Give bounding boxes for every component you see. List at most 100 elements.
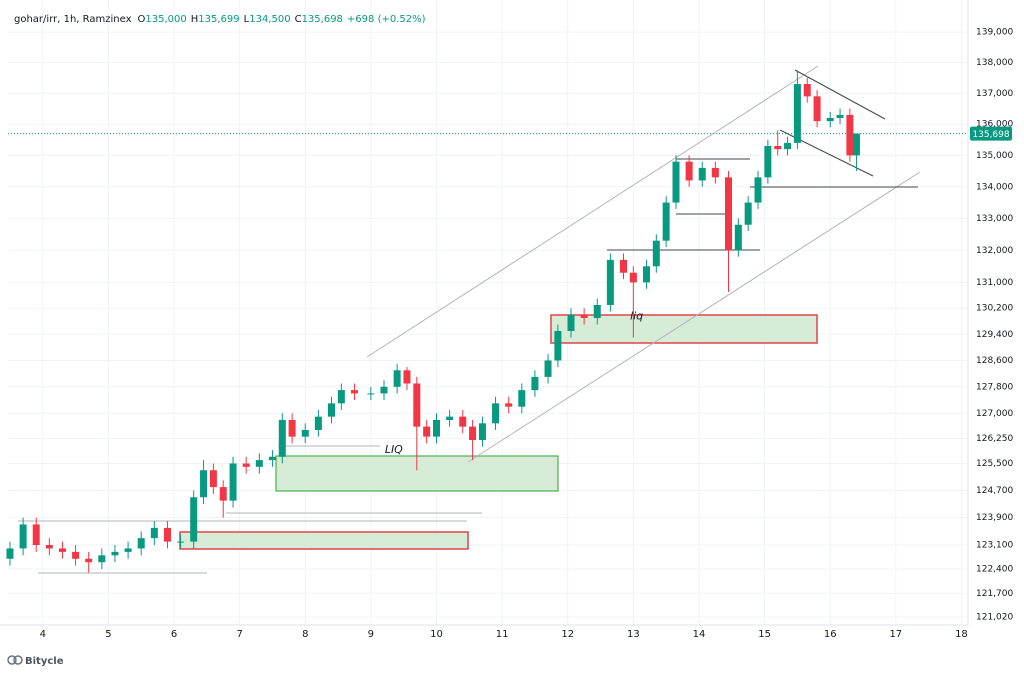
- candle-body: [301, 429, 309, 437]
- candle-body: [19, 524, 27, 549]
- candle-body: [403, 370, 411, 384]
- candle-body: [229, 463, 237, 501]
- candle-body: [774, 145, 782, 150]
- candle-body: [554, 331, 562, 361]
- candle-body: [288, 419, 296, 437]
- candle-body: [268, 456, 276, 461]
- candle-body: [163, 527, 171, 542]
- y-tick-label: 132,000: [976, 246, 1013, 256]
- symbol: gohar/irr, 1h, Ramzinex: [14, 14, 132, 25]
- ohlc-key: H: [191, 14, 199, 25]
- x-tick-label: 10: [430, 629, 443, 640]
- candle-body: [58, 548, 66, 552]
- candle-body: [544, 360, 552, 377]
- y-tick-label: 127,000: [976, 409, 1013, 419]
- candle-body: [846, 114, 854, 156]
- candle-body: [111, 551, 119, 556]
- y-tick-label: 137,000: [976, 89, 1013, 99]
- ohlc-value: 135,698: [302, 14, 343, 25]
- x-tick-label: 4: [40, 629, 46, 640]
- candle-body: [367, 393, 375, 395]
- candle-body: [492, 403, 500, 424]
- candle-body: [836, 114, 844, 119]
- candle-body: [698, 167, 706, 181]
- x-tick-label: 9: [368, 629, 374, 640]
- candle-body: [380, 386, 388, 394]
- last-price-label: 135,698: [972, 130, 1009, 140]
- brand-logo: Bitycle: [7, 655, 64, 667]
- candle-body: [327, 403, 335, 417]
- x-tick-label: 12: [561, 629, 574, 640]
- candle-body: [137, 538, 145, 549]
- candle-body: [652, 240, 660, 267]
- ohlc-value: 134,500: [249, 14, 290, 25]
- candle-body: [478, 423, 486, 440]
- y-tick-label: 136,000: [976, 120, 1013, 130]
- candle-body: [505, 403, 513, 407]
- y-tick-label: 124,700: [976, 486, 1013, 496]
- y-tick-label: 127,800: [976, 382, 1013, 392]
- candle-body: [803, 84, 811, 97]
- candle-body: [567, 314, 575, 332]
- candle-body: [278, 419, 286, 457]
- ohlc-value: 135,699: [198, 14, 239, 25]
- x-tick-label: 8: [302, 629, 308, 640]
- candle-body: [423, 426, 431, 437]
- x-tick-label: 17: [889, 629, 902, 640]
- candle-body: [672, 161, 680, 203]
- candle-body: [754, 177, 762, 203]
- y-tick-label: 123,900: [976, 513, 1013, 523]
- y-tick-label: 128,600: [976, 356, 1013, 366]
- change: +698 (+0.52%): [347, 14, 426, 25]
- trend-line: [467, 171, 921, 463]
- candle-body: [744, 202, 752, 225]
- candle-body: [620, 259, 628, 273]
- candle-body: [413, 383, 421, 427]
- y-tick-label: 122,400: [976, 565, 1013, 575]
- candle-body: [150, 527, 158, 539]
- logo-ring: [13, 655, 23, 665]
- ohlc-key: O: [138, 14, 146, 25]
- y-tick-label: 135,000: [976, 151, 1013, 161]
- candle-body: [793, 84, 801, 143]
- candle-body: [606, 259, 614, 305]
- x-tick-label: 18: [955, 629, 968, 640]
- y-tick-label: 121,700: [976, 589, 1013, 599]
- candle-body: [852, 133, 860, 156]
- ohlc-key: L: [244, 14, 250, 25]
- x-tick-label: 16: [824, 629, 837, 640]
- candle-body: [242, 463, 250, 467]
- y-tick-label: 125,500: [976, 459, 1013, 469]
- candle-body: [6, 548, 14, 559]
- y-tick-label: 139,000: [976, 28, 1013, 38]
- candle-body: [734, 224, 742, 251]
- zone: [550, 314, 818, 344]
- candle-body: [124, 548, 132, 552]
- annotation: liq: [630, 309, 643, 322]
- candle-body: [255, 460, 263, 467]
- candle-body: [662, 202, 670, 241]
- channel-line: [794, 69, 886, 120]
- trend-line: [366, 65, 819, 358]
- logo-ring: [7, 655, 17, 665]
- candle-body: [531, 376, 539, 391]
- y-tick-label: 134,000: [976, 182, 1013, 192]
- x-tick-label: 5: [105, 629, 111, 640]
- candle-body: [784, 142, 792, 150]
- candle-body: [337, 390, 345, 404]
- candle-body: [85, 558, 93, 563]
- candle-body: [98, 555, 106, 563]
- candles: [6, 71, 860, 573]
- x-tick-label: 7: [236, 629, 242, 640]
- x-tick-label: 13: [627, 629, 640, 640]
- candle-body: [813, 96, 821, 122]
- ohlc-value: 135,000: [145, 14, 186, 25]
- candle-body: [593, 304, 601, 318]
- candle-body: [190, 497, 198, 542]
- y-tick-label: 121,020: [976, 612, 1013, 622]
- x-tick-label: 14: [693, 629, 706, 640]
- candle-body: [459, 416, 467, 427]
- y-tick-label: 129,400: [976, 330, 1013, 340]
